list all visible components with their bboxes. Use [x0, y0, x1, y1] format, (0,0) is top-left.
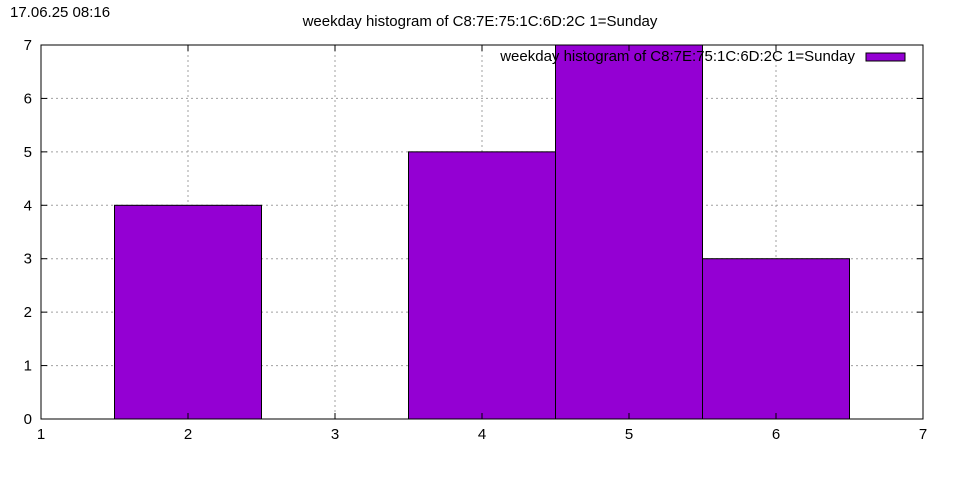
timestamp: 17.06.25 08:16 — [10, 4, 111, 21]
chart-title: weekday histogram of C8:7E:75:1C:6D:2C 1… — [302, 13, 658, 30]
y-tick-labels: 0 1 2 3 4 5 6 7 — [24, 37, 32, 428]
bar-5 — [555, 44, 703, 420]
y-tick-label: 1 — [24, 358, 32, 375]
bar-4 — [408, 151, 556, 420]
y-tick-label: 7 — [24, 37, 32, 54]
y-tick-label: 2 — [24, 304, 32, 321]
bar-2 — [114, 204, 262, 420]
x-tick-labels: 1 2 3 4 5 6 7 — [37, 426, 927, 443]
x-tick-label: 2 — [184, 426, 192, 443]
legend: weekday histogram of C8:7E:75:1C:6D:2C 1… — [499, 48, 906, 65]
x-tick-label: 6 — [772, 426, 780, 443]
legend-label: weekday histogram of C8:7E:75:1C:6D:2C 1… — [499, 48, 855, 65]
bar-6 — [702, 258, 850, 420]
y-tick-label: 5 — [24, 144, 32, 161]
x-tick-label: 1 — [37, 426, 45, 443]
legend-swatch — [865, 52, 906, 62]
bars — [114, 44, 850, 420]
y-tick-label: 6 — [24, 90, 32, 107]
axis-ticks — [40, 44, 924, 420]
y-tick-label: 0 — [24, 411, 32, 428]
y-tick-label: 4 — [24, 197, 32, 214]
x-tick-label: 7 — [919, 426, 927, 443]
x-tick-label: 5 — [625, 426, 633, 443]
x-tick-label: 4 — [478, 426, 486, 443]
x-tick-label: 3 — [331, 426, 339, 443]
y-tick-label: 3 — [24, 251, 32, 268]
